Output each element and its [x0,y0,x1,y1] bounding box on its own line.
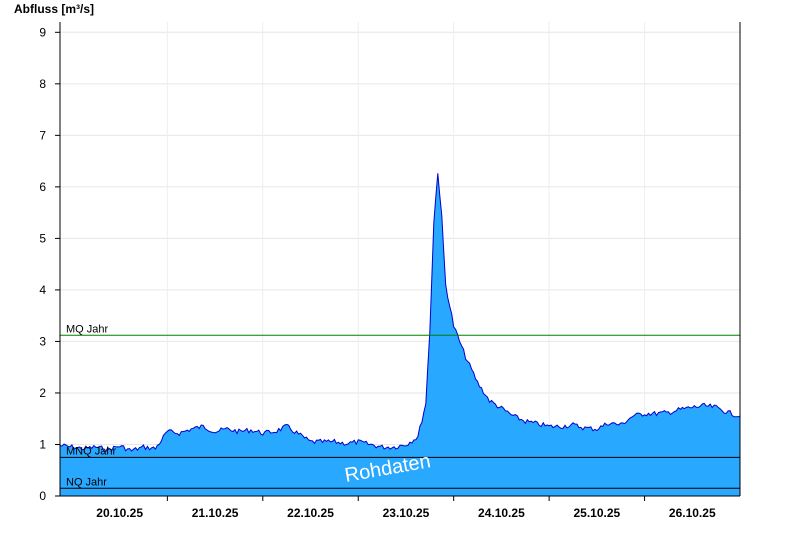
x-tick-label: 26.10.25 [669,506,716,520]
y-tick-label: 2 [39,386,46,400]
reference-line-label: NQ Jahr [66,476,107,488]
y-tick-label: 6 [39,180,46,194]
reference-line-label: MNQ Jahr [66,445,116,457]
x-tick-label: 20.10.25 [96,506,143,520]
x-axis-ticks: 20.10.25 21.10.25 22.10.25 23.10.25 24.10.25… [96,496,716,520]
y-tick-label: 7 [39,128,46,142]
y-tick-label: 1 [39,437,46,451]
discharge-line [59,173,741,453]
discharge-area [60,173,740,497]
vertical-gridlines [166,22,646,496]
y-tick-label: 3 [39,334,46,348]
x-tick-label: 21.10.25 [192,506,239,520]
reference-lines: MQ Jahr MNQ Jahr NQ Jahr [60,323,740,489]
y-tick-label: 9 [39,25,46,39]
y-axis-title: Abfluss [m³/s] [14,2,94,16]
x-tick-label: 23.10.25 [383,506,430,520]
y-axis-ticks: 0 1 2 3 4 5 6 7 8 9 [39,25,60,503]
x-tick-label: 25.10.25 [573,506,620,520]
x-tick-label: 22.10.25 [287,506,334,520]
x-tick-label: 24.10.25 [478,506,525,520]
y-tick-label: 4 [39,283,46,297]
y-tick-label: 5 [39,231,46,245]
y-tick-label: 0 [39,489,46,503]
y-tick-label: 8 [39,77,46,91]
plot-background [60,22,740,496]
reference-line-label: MQ Jahr [66,323,109,335]
